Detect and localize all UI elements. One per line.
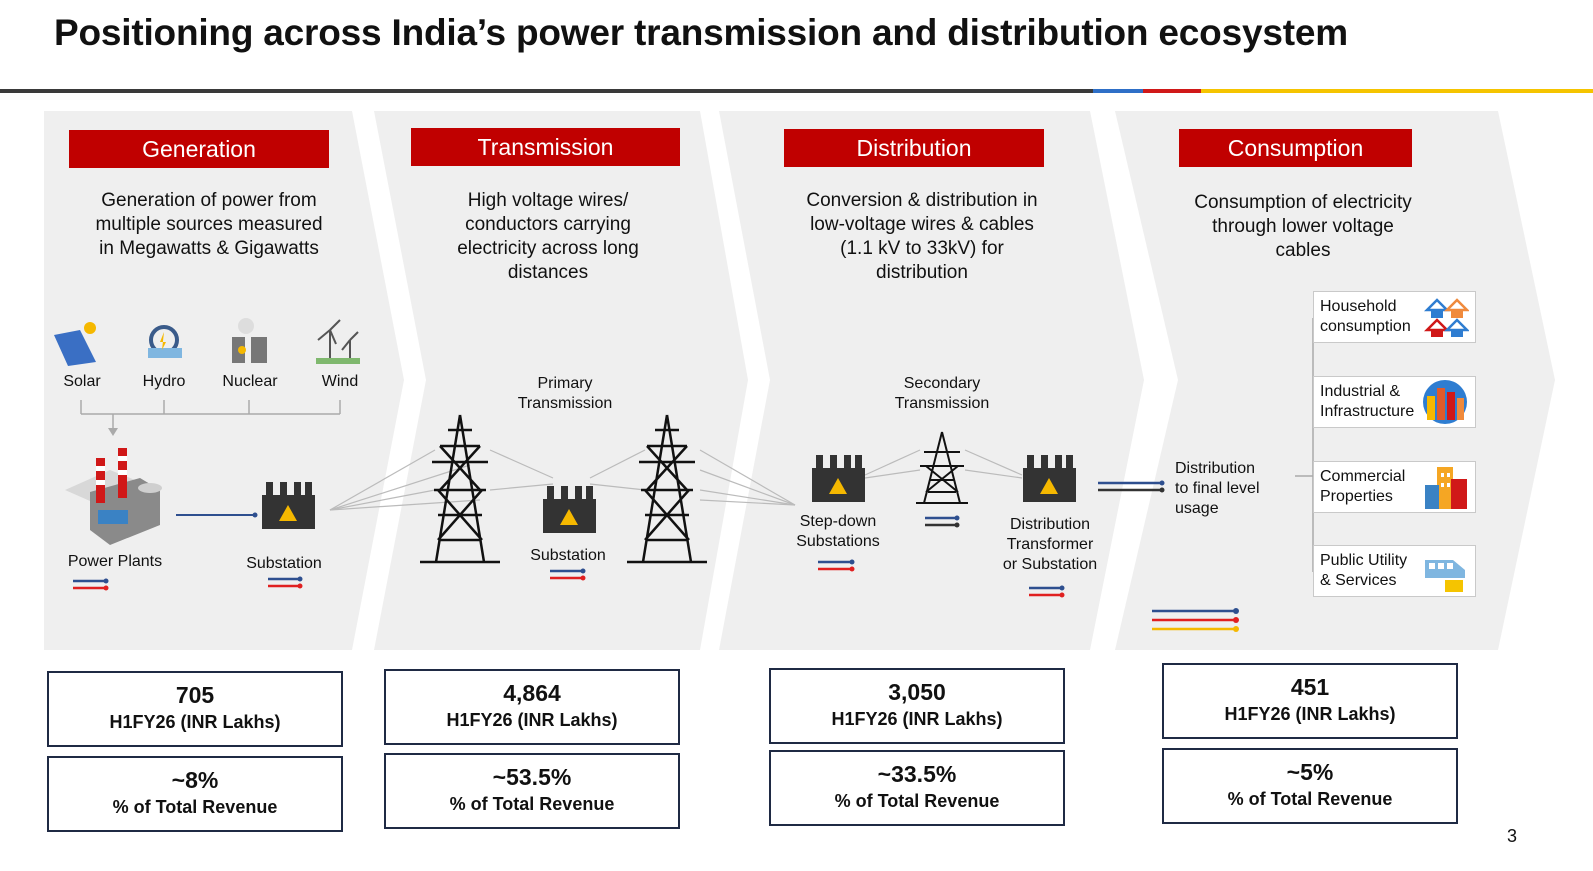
source-label-nuclear: Nuclear	[222, 373, 278, 390]
category-label: Commercial Properties	[1320, 468, 1406, 505]
generation-revenue-box: 705 H1FY26 (INR Lakhs)	[47, 671, 343, 747]
revenue-value: 3,050	[888, 679, 946, 705]
consumption-share-box: ~5% % of Total Revenue	[1162, 748, 1458, 824]
wire-markers	[73, 480, 1239, 632]
tower-icon-1	[420, 414, 500, 564]
tower-icon-3	[916, 431, 968, 504]
category-public-utility: Public Utility & Services	[1313, 545, 1476, 597]
share-value: ~53.5%	[492, 764, 572, 790]
transmission-share-box: ~53.5% % of Total Revenue	[384, 753, 680, 829]
source-label-wind: Wind	[321, 373, 359, 390]
revenue-unit: H1FY26 (INR Lakhs)	[446, 710, 618, 730]
tag-consumption: Consumption	[1179, 129, 1412, 167]
hydro-icon	[148, 325, 182, 358]
distribution-description: Conversion & distribution in low-voltage …	[806, 190, 1038, 283]
revenue-value: 4,864	[503, 680, 561, 706]
category-industrial: Industrial & Infrastructure	[1313, 376, 1476, 428]
tag-transmission: Transmission	[411, 128, 680, 166]
source-label-hydro: Hydro	[142, 373, 186, 390]
distribution-transformer-label: Distribution Transformer or Substation	[1002, 516, 1098, 573]
nuclear-icon	[232, 318, 267, 363]
category-commercial: Commercial Properties	[1313, 461, 1476, 513]
source-label-solar: Solar	[63, 373, 101, 390]
share-label: % of Total Revenue	[834, 791, 1000, 811]
revenue-value: 705	[175, 682, 215, 708]
share-value: ~8%	[171, 767, 219, 793]
primary-transmission-label: Primary Transmission	[517, 375, 613, 412]
share-label: % of Total Revenue	[112, 797, 278, 817]
sources-bracket	[80, 400, 341, 436]
houses-icon	[1423, 298, 1469, 337]
power-plants-label: Power Plants	[67, 553, 163, 570]
revenue-value: 451	[1290, 674, 1330, 700]
transmission-description: High voltage wires/conductors carrying el…	[457, 190, 639, 283]
share-value: ~5%	[1286, 759, 1334, 785]
solar-icon	[54, 322, 96, 366]
city-icon	[1423, 380, 1467, 424]
buildings-icon	[1425, 467, 1467, 509]
consumption-description: Consumption of electricity through lower …	[1194, 192, 1412, 261]
share-value: ~33.5%	[877, 761, 957, 787]
generation-share-box: ~8% % of Total Revenue	[47, 756, 343, 832]
stepdown-substations-label: Step-down Substations	[796, 513, 880, 550]
substation-icon-1	[262, 482, 315, 529]
power-plant-icon	[65, 448, 162, 545]
generation-description: Generation of power from multiple sources…	[95, 190, 323, 259]
distribution-panel	[719, 111, 1144, 650]
train-icon	[1425, 560, 1465, 592]
tag-generation: Generation	[69, 130, 329, 168]
tower-icon-2	[627, 414, 707, 564]
category-household: Household consumption	[1313, 291, 1476, 343]
secondary-transmission-label: Secondary Transmission	[894, 375, 990, 412]
share-label: % of Total Revenue	[1227, 789, 1393, 809]
category-label: Household consumption	[1320, 298, 1411, 335]
final-usage-label: Distribution to final level usage	[1175, 460, 1260, 517]
substation-icon-4	[1023, 455, 1076, 502]
category-label: Public Utility & Services	[1320, 552, 1408, 589]
title-rule	[0, 89, 1593, 93]
distribution-share-box: ~33.5% % of Total Revenue	[769, 750, 1065, 826]
revenue-unit: H1FY26 (INR Lakhs)	[831, 709, 1003, 729]
tag-distribution: Distribution	[784, 129, 1044, 167]
substation-label-1: Substation	[246, 555, 322, 572]
substation-label-2: Substation	[530, 547, 606, 564]
share-label: % of Total Revenue	[449, 794, 615, 814]
revenue-unit: H1FY26 (INR Lakhs)	[1224, 704, 1396, 724]
transmission-wires	[329, 449, 1023, 511]
revenue-unit: H1FY26 (INR Lakhs)	[109, 712, 281, 732]
consumption-revenue-box: 451 H1FY26 (INR Lakhs)	[1162, 663, 1458, 739]
substation-icon-3	[812, 455, 865, 502]
page-number: 3	[1507, 826, 1518, 846]
page-title: Positioning across India’s power transmi…	[54, 12, 1348, 53]
transmission-revenue-box: 4,864 H1FY26 (INR Lakhs)	[384, 669, 680, 745]
substation-icon-2	[543, 486, 596, 533]
category-label: Industrial & Infrastructure	[1320, 383, 1415, 420]
wind-icon	[316, 319, 360, 364]
distribution-revenue-box: 3,050 H1FY26 (INR Lakhs)	[769, 668, 1065, 744]
